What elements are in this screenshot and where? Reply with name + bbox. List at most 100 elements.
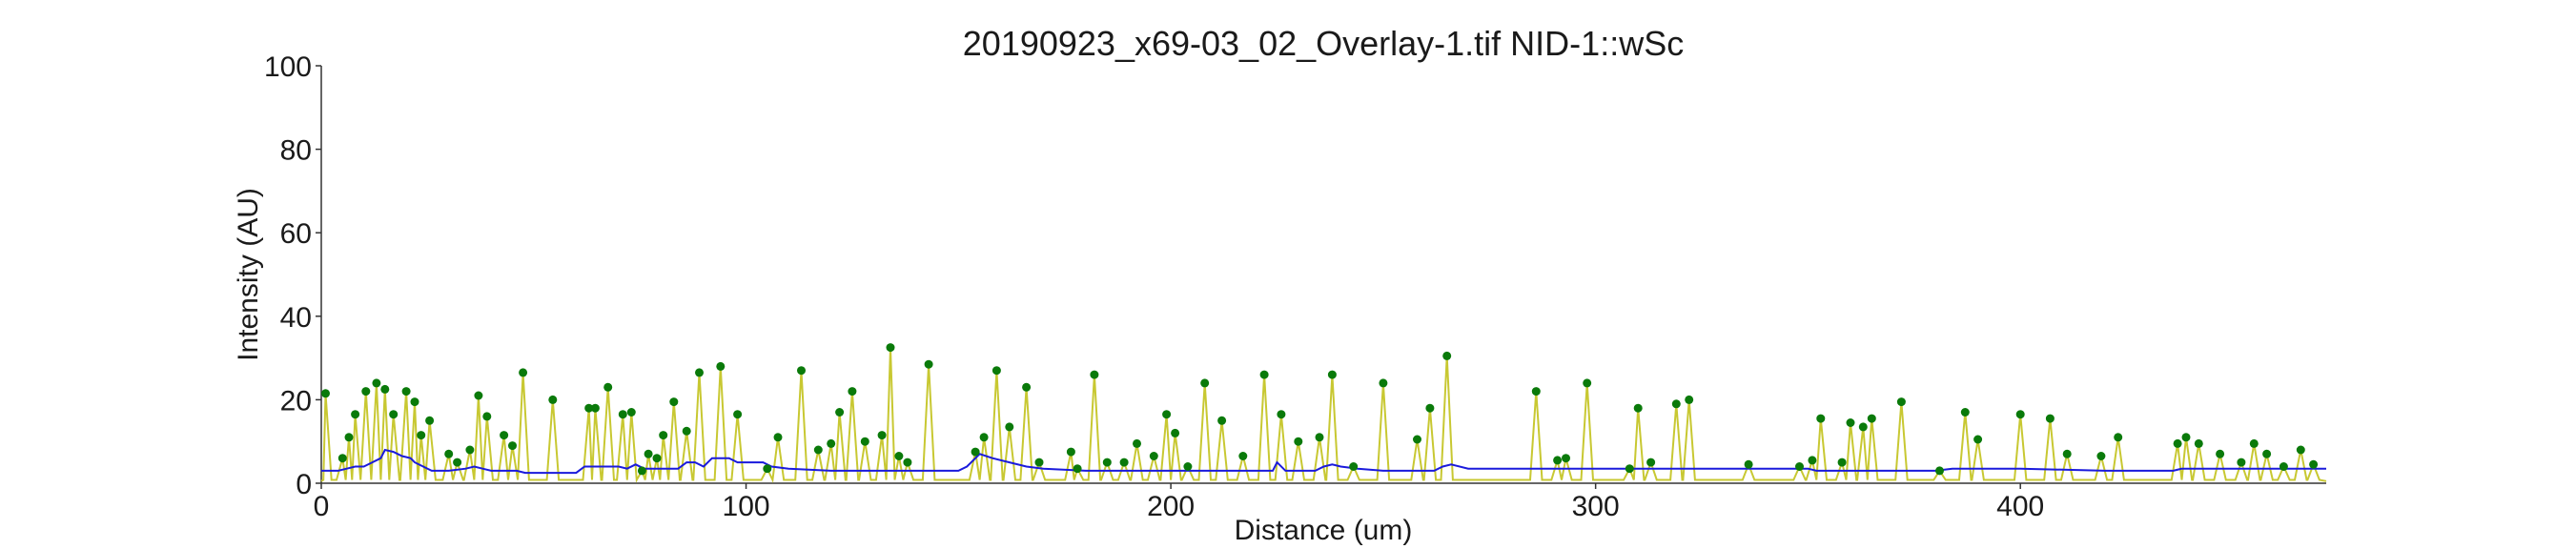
y-tick-label: 100 bbox=[264, 51, 312, 83]
baseline-series-line bbox=[321, 448, 2326, 475]
peak-point bbox=[1837, 458, 1847, 467]
x-tick-label: 100 bbox=[723, 491, 770, 522]
peak-point bbox=[1816, 414, 1826, 423]
peak-point bbox=[389, 410, 399, 419]
peak-point bbox=[2114, 433, 2123, 442]
signal-series-line bbox=[320, 347, 2327, 484]
peak-point bbox=[2216, 449, 2225, 458]
peak-point bbox=[410, 397, 419, 407]
peak-point bbox=[659, 431, 668, 440]
peak-point bbox=[1671, 399, 1681, 409]
peak-point bbox=[835, 408, 845, 417]
peak-point bbox=[637, 466, 646, 476]
peak-point bbox=[1858, 422, 1868, 432]
peak-point bbox=[894, 452, 904, 460]
peak-point bbox=[508, 441, 517, 451]
peak-point bbox=[1090, 370, 1099, 379]
peak-point bbox=[465, 445, 475, 455]
peak-point bbox=[1327, 370, 1337, 379]
peak-point bbox=[1133, 438, 1141, 448]
peak-point bbox=[1744, 459, 1753, 469]
peak-point bbox=[1935, 466, 1944, 476]
peak-point bbox=[903, 458, 912, 467]
peak-point bbox=[1633, 403, 1643, 413]
peak-point bbox=[500, 431, 509, 440]
peak-point bbox=[1171, 428, 1180, 437]
peak-point bbox=[2262, 449, 2272, 458]
peak-point bbox=[590, 403, 600, 413]
y-axis-ticks: 0 20 40 60 80 100 bbox=[264, 51, 321, 500]
x-axis-ticks: 0 100 200 300 400 bbox=[314, 483, 2044, 522]
peak-point bbox=[2237, 458, 2246, 467]
peak-point bbox=[453, 458, 462, 467]
axes bbox=[320, 66, 2326, 484]
peak-point bbox=[1960, 408, 1970, 417]
peak-point bbox=[992, 366, 1001, 376]
peak-point bbox=[548, 395, 558, 404]
peak-point bbox=[682, 426, 691, 436]
peak-point bbox=[2096, 452, 2106, 460]
peak-point bbox=[401, 387, 411, 396]
peak-point bbox=[733, 410, 743, 419]
peak-point bbox=[1425, 403, 1435, 413]
peak-point bbox=[344, 433, 354, 442]
peak-point bbox=[361, 387, 371, 396]
peak-point bbox=[886, 343, 895, 353]
peak-point bbox=[1442, 351, 1452, 360]
peak-point bbox=[979, 433, 989, 442]
x-axis-label: Distance (um) bbox=[1235, 515, 1413, 546]
peak-point bbox=[1238, 452, 1248, 460]
peak-point bbox=[716, 361, 726, 371]
peak-point bbox=[417, 431, 426, 440]
peak-point bbox=[1553, 456, 1563, 465]
peak-point bbox=[444, 449, 454, 458]
peak-point bbox=[1217, 416, 1227, 425]
peak-point bbox=[337, 454, 347, 463]
peak-point bbox=[1583, 378, 1592, 388]
y-tick-label: 80 bbox=[280, 135, 312, 167]
peak-point bbox=[1808, 456, 1817, 465]
peak-point bbox=[644, 449, 653, 458]
peak-point bbox=[1294, 437, 1303, 446]
peak-point bbox=[827, 438, 836, 448]
peak-point bbox=[2296, 445, 2305, 455]
peak-point bbox=[474, 391, 483, 400]
peak-point bbox=[2279, 462, 2288, 471]
peak-point bbox=[1795, 462, 1804, 471]
peak-point bbox=[584, 403, 594, 413]
peak-point bbox=[1005, 422, 1014, 432]
peak-point bbox=[1073, 464, 1082, 474]
peak-point bbox=[1413, 435, 1421, 444]
peak-point bbox=[372, 378, 381, 388]
peak-point bbox=[2062, 449, 2072, 458]
peak-point bbox=[2181, 433, 2191, 442]
y-axis-label: Intensity (AU) bbox=[233, 188, 264, 361]
peak-point bbox=[1034, 458, 1044, 467]
peak-point bbox=[603, 382, 613, 392]
peak-point bbox=[1200, 378, 1210, 388]
peak-point bbox=[380, 384, 390, 394]
peak-point bbox=[1562, 454, 1570, 463]
peak-point bbox=[1102, 458, 1112, 467]
peak-point bbox=[652, 454, 662, 463]
peak-point bbox=[2194, 438, 2203, 448]
peak-point bbox=[351, 410, 360, 419]
y-tick-label: 40 bbox=[280, 302, 312, 334]
peak-point bbox=[1259, 370, 1269, 379]
peak-point bbox=[2045, 414, 2055, 423]
peak-point bbox=[813, 445, 823, 455]
peak-point bbox=[2015, 410, 2025, 419]
peak-markers bbox=[321, 343, 2319, 476]
x-tick-label: 300 bbox=[1572, 491, 1620, 522]
peak-point bbox=[425, 416, 435, 425]
peak-point bbox=[1277, 410, 1286, 419]
peak-point bbox=[2249, 438, 2259, 448]
peak-point bbox=[482, 412, 492, 421]
chart-title: 20190923_x69-03_02_Overlay-1.tif NID-1::… bbox=[963, 24, 1684, 63]
peak-point bbox=[695, 368, 704, 377]
peak-point bbox=[1846, 418, 1855, 427]
peak-point bbox=[1625, 464, 1634, 474]
peak-point bbox=[1119, 458, 1129, 467]
peak-point bbox=[1149, 452, 1158, 460]
y-tick-label: 0 bbox=[296, 469, 312, 500]
